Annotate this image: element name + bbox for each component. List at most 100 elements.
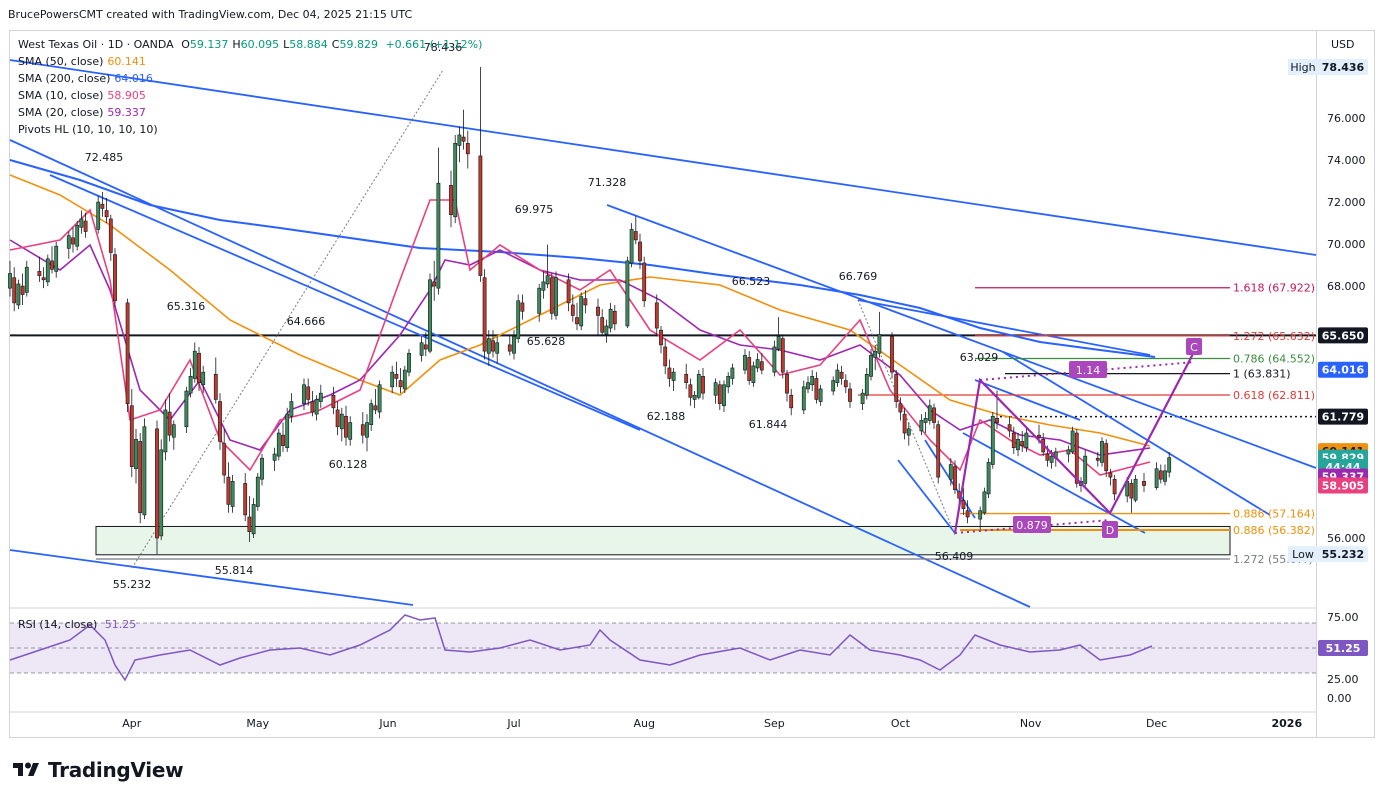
candle <box>1066 445 1071 463</box>
candle-body <box>995 418 999 423</box>
candle <box>507 334 512 356</box>
candle <box>990 412 995 469</box>
candle-body <box>167 411 172 436</box>
indicator-row[interactable]: SMA (50, close) 60.141 <box>18 53 482 70</box>
candle <box>1163 464 1167 486</box>
price-tag-prefix: High <box>1290 61 1315 74</box>
candle-body <box>932 407 936 423</box>
indicator-row[interactable]: Pivots HL (10, 10, 10, 10) <box>18 121 482 138</box>
candle <box>583 290 588 314</box>
candle <box>986 458 991 499</box>
candle <box>596 298 600 336</box>
candle-body <box>579 296 584 327</box>
candle-body <box>402 369 407 390</box>
trend-line <box>897 459 956 534</box>
candle-body <box>398 380 403 388</box>
candle <box>461 109 466 150</box>
candle <box>331 386 336 415</box>
candle-body <box>24 266 29 293</box>
candle <box>100 191 105 217</box>
price-tag-prefix-bg <box>1288 59 1318 75</box>
price-tag-bg <box>1318 546 1368 563</box>
price-tag-bg <box>1318 361 1368 378</box>
candle <box>402 365 407 394</box>
candle <box>50 246 54 274</box>
candle-body <box>478 155 483 276</box>
candle <box>1070 426 1075 455</box>
candle <box>1100 437 1104 467</box>
candle <box>684 363 689 389</box>
candle <box>696 370 701 400</box>
candle <box>213 357 218 404</box>
candle-body <box>79 218 84 228</box>
candle <box>835 363 840 387</box>
candle <box>932 403 936 429</box>
candle-body <box>965 510 970 518</box>
pivot-label: 55.232 <box>113 578 152 591</box>
candle-body <box>50 260 54 270</box>
candle-body <box>982 491 987 514</box>
candle <box>1108 468 1113 486</box>
candle <box>491 330 495 358</box>
candle <box>360 412 365 444</box>
indicator-row[interactable]: SMA (20, close) 59.337 <box>18 104 482 121</box>
harmonic-point-c: C <box>1186 338 1202 355</box>
candle-body <box>629 229 634 264</box>
candle <box>45 254 50 287</box>
fib-level-label: 0.886 (56.382) <box>1233 524 1315 537</box>
candle-body <box>360 424 365 436</box>
candle <box>663 338 668 375</box>
time-axis-label: Oct <box>891 717 911 730</box>
price-tag: High 78.436 <box>1288 59 1368 75</box>
candle-body <box>608 308 613 329</box>
candle-body <box>1158 470 1163 480</box>
trend-line <box>857 299 1151 356</box>
candle <box>902 407 907 440</box>
harmonic-ratio-label: 0.879 <box>1016 519 1048 532</box>
candle <box>24 260 29 297</box>
sma10-line <box>9 199 1151 476</box>
candle-body <box>41 277 46 281</box>
indicator-row[interactable]: SMA (10, close) 58.905 <box>18 87 482 104</box>
candle-body <box>818 388 823 402</box>
candle-body <box>255 476 260 507</box>
candle <box>717 380 722 410</box>
indicator-label: SMA (10, close) <box>18 89 104 102</box>
pivot-label: 78.436 <box>424 41 463 54</box>
candle-body <box>684 373 689 383</box>
indicator-row[interactable]: SMA (200, close) 64.016 <box>18 70 482 87</box>
candle-body <box>843 380 848 388</box>
candle-body <box>285 413 290 449</box>
price-tag-bg <box>1318 408 1368 425</box>
candle-body <box>45 258 50 283</box>
rsi-tag: 51.25 <box>1326 642 1361 655</box>
candle-body <box>1154 468 1159 488</box>
candle <box>919 414 924 436</box>
candle-body <box>654 302 659 329</box>
candle <box>512 330 516 360</box>
candle <box>423 332 428 357</box>
candle <box>75 221 80 251</box>
price-tick: 68.000 <box>1327 280 1366 293</box>
candle <box>369 399 374 431</box>
candle <box>810 370 815 392</box>
candle <box>600 309 605 337</box>
price-tag: 61.779 <box>1318 408 1368 425</box>
candle-body <box>743 355 747 371</box>
candle <box>184 386 189 434</box>
candle-body <box>339 413 344 430</box>
tradingview-logo[interactable]: TradingView <box>12 758 184 782</box>
indicator-value: 60.141 <box>107 55 146 68</box>
candle-body <box>96 201 101 230</box>
candle-body <box>831 380 836 392</box>
candle <box>806 376 810 394</box>
candle-body <box>394 373 399 379</box>
candle <box>923 412 928 434</box>
candle <box>961 487 966 515</box>
candle <box>436 147 441 295</box>
candle <box>1129 479 1134 513</box>
candle-body <box>461 136 466 142</box>
candle-body <box>919 420 924 432</box>
candle-body <box>159 449 164 537</box>
